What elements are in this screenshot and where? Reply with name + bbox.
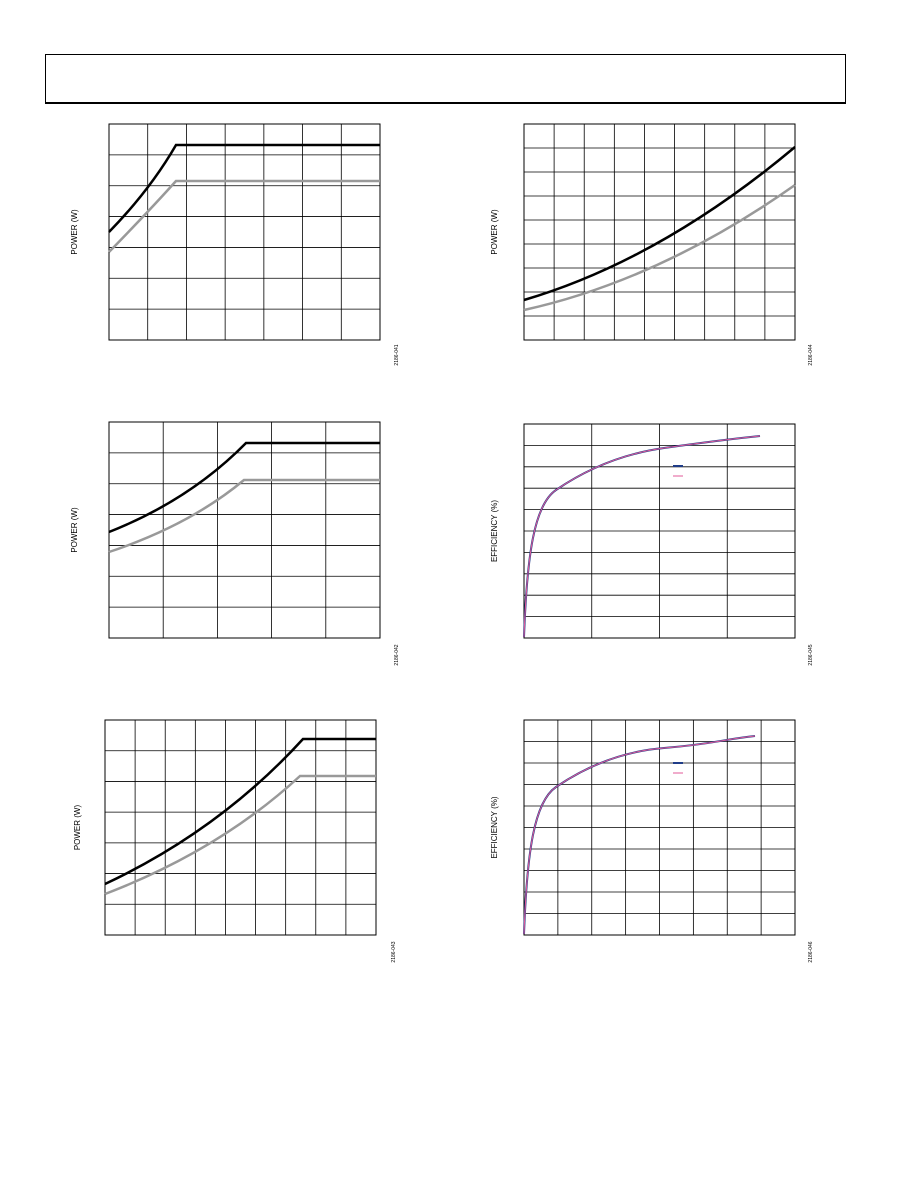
curve	[108, 478, 380, 554]
curve	[523, 735, 756, 935]
curve	[523, 735, 756, 935]
plot-frame	[523, 123, 796, 341]
curve	[104, 737, 376, 886]
figure-code: 2186-045	[808, 644, 814, 665]
curve	[108, 143, 380, 233]
y-axis-label: POWER (W)	[73, 805, 82, 851]
curve	[523, 435, 761, 638]
plot-frame	[108, 421, 381, 639]
curve	[523, 146, 796, 302]
figure-code: 2186-042	[394, 644, 400, 665]
plot-frame	[104, 719, 377, 936]
y-axis-label: EFFICIENCY (%)	[490, 796, 499, 858]
y-axis-label: POWER (W)	[70, 209, 79, 255]
figure-code: 2186-043	[391, 941, 397, 962]
y-axis-label: POWER (W)	[490, 209, 499, 255]
figure-code: 2186-041	[394, 344, 400, 365]
y-axis-label: POWER (W)	[70, 507, 79, 553]
header-box	[45, 54, 846, 104]
curve	[108, 441, 380, 534]
curve	[104, 774, 376, 896]
figure-code: 2186-046	[808, 941, 814, 962]
curve	[108, 179, 380, 253]
plot-frame	[108, 123, 381, 341]
y-axis-label: EFFICIENCY (%)	[490, 500, 499, 562]
figure-code: 2186-044	[808, 344, 814, 365]
curve	[523, 435, 761, 638]
curve	[523, 183, 796, 312]
